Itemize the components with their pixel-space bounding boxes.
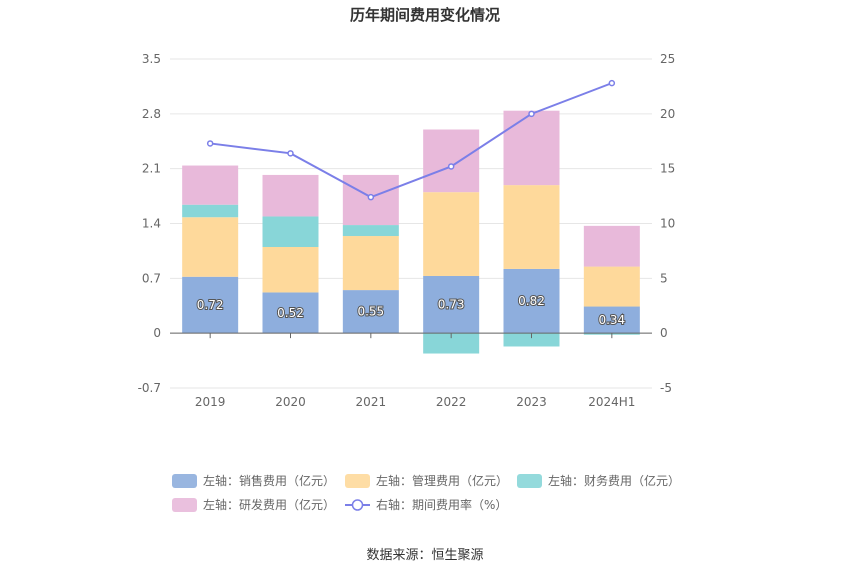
bar-finance-2020 — [262, 216, 319, 247]
bar-admin-2020 — [262, 247, 319, 293]
bar-rnd-2022 — [423, 129, 480, 193]
data-label: 0.72 — [197, 298, 224, 312]
legend-label: 右轴：期间费用率（%） — [376, 497, 507, 512]
legend-swatch — [172, 498, 197, 512]
x-tick-label: 2023 — [516, 395, 547, 409]
rate-point — [206, 140, 214, 147]
right-axis: 25 20 15 10 5 0 -5 — [660, 52, 675, 395]
bar-admin-2019 — [182, 217, 239, 277]
grid-lines — [170, 58, 652, 389]
bar-admin-2022 — [423, 192, 480, 276]
bar-rnd-2020 — [262, 174, 319, 217]
rate-point — [608, 79, 616, 87]
bar-rnd-2023 — [503, 110, 560, 186]
left-tick-label: 2.8 — [142, 107, 161, 121]
bar-sales-2019 — [182, 276, 239, 334]
left-tick-label: 0.7 — [142, 271, 161, 285]
legend-label: 左轴：管理费用（亿元） — [376, 473, 508, 488]
x-axis: 2019 2020 2021 2022 2023 2024H1 — [170, 332, 652, 409]
chart-title: 历年期间费用变化情况 — [350, 6, 500, 24]
rate-line-path — [210, 82, 613, 199]
legend-swatch — [517, 474, 542, 488]
x-tick-label: 2021 — [356, 395, 387, 409]
right-tick-label: 5 — [660, 271, 668, 285]
bar-sales-2023 — [503, 268, 560, 334]
bar-sales-2021 — [342, 290, 399, 334]
left-axis: 3.5 2.8 2.1 1.4 0.7 0 -0.7 — [138, 52, 161, 395]
bar-finance-2021 — [342, 225, 399, 237]
legend: 左轴：销售费用（亿元） 左轴：管理费用（亿元） 左轴：财务费用（亿元） 左轴：研发费用… — [172, 473, 680, 512]
legend-swatch — [172, 474, 197, 488]
rate-point — [447, 163, 455, 170]
legend-marker — [351, 499, 364, 511]
left-tick-label: -0.7 — [138, 381, 161, 395]
rate-point — [367, 193, 375, 201]
data-label: 0.55 — [357, 305, 384, 319]
data-labels: 0.72 0.52 0.55 0.73 0.82 0.34 — [196, 293, 626, 328]
left-tick-label: 3.5 — [142, 52, 161, 66]
rate-line — [206, 79, 616, 201]
data-label: 0.52 — [277, 306, 304, 320]
right-tick-label: -5 — [660, 381, 672, 395]
bar-sales-2020 — [262, 292, 319, 334]
bar-admin-2021 — [342, 236, 399, 291]
bar-finance-2022 — [423, 333, 480, 354]
source-note: 数据来源：恒生聚源 — [366, 548, 483, 563]
bar-rnd-2024H1 — [583, 225, 640, 267]
bar-sales-2022 — [423, 275, 480, 334]
rate-point — [528, 110, 535, 118]
legend-label: 左轴：财务费用（亿元） — [548, 473, 680, 488]
right-tick-label: 20 — [660, 107, 675, 121]
right-tick-label: 0 — [660, 326, 668, 340]
left-tick-label: 2.1 — [142, 162, 161, 176]
rate-point — [287, 150, 294, 157]
bar-sales-2024H1 — [583, 306, 640, 334]
x-tick-label: 2024H1 — [588, 395, 635, 409]
data-label: 0.34 — [598, 313, 625, 327]
bar-admin-2023 — [503, 185, 560, 269]
right-tick-label: 10 — [660, 217, 675, 231]
x-tick-label: 2020 — [275, 395, 306, 409]
right-tick-label: 15 — [660, 162, 675, 176]
data-label: 0.82 — [518, 294, 545, 308]
left-tick-label: 1.4 — [142, 217, 161, 231]
left-tick-label: 0 — [153, 326, 161, 340]
legend-label: 左轴：研发费用（亿元） — [203, 497, 335, 512]
x-tick-label: 2019 — [195, 395, 226, 409]
legend-swatch — [345, 474, 370, 488]
bars — [182, 110, 640, 354]
right-tick-label: 25 — [660, 52, 675, 66]
bar-admin-2024H1 — [583, 266, 640, 307]
bar-rnd-2019 — [182, 165, 239, 205]
bar-finance-2023 — [503, 333, 560, 347]
x-tick-label: 2022 — [436, 395, 467, 409]
data-label: 0.73 — [438, 298, 465, 312]
bar-finance-2019 — [182, 204, 239, 218]
legend-label: 左轴：销售费用（亿元） — [203, 473, 335, 488]
